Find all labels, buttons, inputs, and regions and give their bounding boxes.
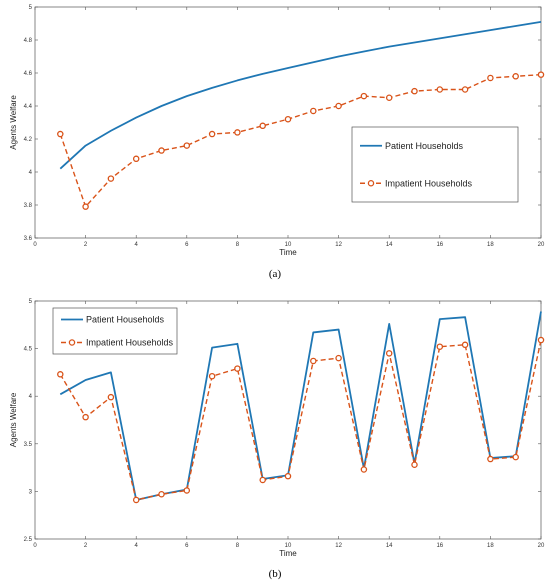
x-tick-label: 2 <box>84 543 88 549</box>
data-point-impatient <box>487 74 494 82</box>
y-axis-label: Agents Welfare <box>9 392 18 447</box>
data-point-impatient <box>537 336 545 344</box>
y-tick-label: 3.5 <box>24 442 33 448</box>
data-point-impatient <box>335 102 342 110</box>
x-tick-label: 6 <box>185 242 189 248</box>
data-point-impatient <box>512 73 519 80</box>
legend-label: Impatient Households <box>385 178 473 188</box>
y-tick-label: 4 <box>29 170 33 176</box>
data-point-impatient <box>411 461 418 468</box>
data-point-impatient <box>385 350 393 357</box>
data-point-impatient <box>284 472 292 480</box>
y-tick-label: 4 <box>29 394 33 400</box>
data-point-impatient <box>132 496 140 504</box>
x-tick-label: 8 <box>236 242 240 248</box>
x-axis-label: Time <box>279 248 297 257</box>
chart-a: 0 2 4 6 8 10 12 14 16 18 20 3.6 3.8 4 4.2 4.4 4.6 4.8 5 Tim… <box>9 5 545 280</box>
data-point-impatient <box>158 147 165 154</box>
x-tick-label: 16 <box>436 543 443 549</box>
data-point-impatient <box>436 343 444 350</box>
data-point-impatient <box>57 130 64 138</box>
legend-label: Patient Households <box>385 141 464 151</box>
data-point-impatient <box>310 357 317 365</box>
plot-area <box>34 6 542 239</box>
data-point-impatient <box>310 107 317 115</box>
series-line-impatient <box>59 73 542 208</box>
x-tick-label: 10 <box>285 543 292 549</box>
series-line-impatient <box>59 339 542 501</box>
x-tick-label: 10 <box>285 242 292 248</box>
y-tick-label: 4.6 <box>24 71 33 77</box>
series-line-patient <box>59 20 542 170</box>
y-tick-label: 5 <box>29 299 33 305</box>
data-point-impatient <box>411 87 418 95</box>
data-point-impatient <box>461 86 469 93</box>
y-tick-label: 3.6 <box>24 236 33 242</box>
y-tick-label: 3.8 <box>24 203 33 209</box>
data-point-impatient <box>208 372 216 380</box>
data-point-impatient <box>183 487 191 494</box>
data-point-impatient <box>132 155 140 163</box>
y-tick-label: 4.8 <box>24 38 33 44</box>
data-point-impatient <box>82 203 89 210</box>
x-tick-label: 4 <box>135 242 139 248</box>
legend-label: Impatient Households <box>86 338 174 348</box>
y-tick-label: 4.5 <box>24 347 33 353</box>
legend-box <box>351 126 519 203</box>
data-point-impatient <box>259 476 266 484</box>
data-point-impatient <box>158 491 165 498</box>
data-point-impatient <box>183 142 191 149</box>
x-tick-label: 14 <box>386 242 393 248</box>
x-axis-label: Time <box>279 549 297 558</box>
data-point-impatient <box>335 354 342 362</box>
data-point-impatient <box>360 92 368 100</box>
legend-marker <box>367 179 375 187</box>
data-point-impatient <box>487 455 494 463</box>
data-point-impatient <box>57 371 64 378</box>
data-point-impatient <box>385 94 393 102</box>
data-point-impatient <box>360 466 368 473</box>
data-point-impatient <box>107 393 115 401</box>
x-tick-label: 6 <box>185 543 189 549</box>
data-point-impatient <box>512 453 519 461</box>
y-tick-label: 3 <box>29 489 33 495</box>
data-point-impatient <box>259 122 266 130</box>
y-tick-label: 2.5 <box>24 537 33 543</box>
x-tick-label: 20 <box>538 242 545 248</box>
y-tick-label: 5 <box>29 5 33 11</box>
legend: Patient Households Impatient Households <box>52 307 178 355</box>
chart-caption: (a) <box>269 268 282 280</box>
x-tick-label: 4 <box>135 543 139 549</box>
data-point-impatient <box>234 129 241 136</box>
x-tick-label: 20 <box>538 543 545 549</box>
y-axis-label: Agents Welfare <box>9 95 18 150</box>
legend-label: Patient Households <box>86 315 165 325</box>
x-tick-label: 18 <box>487 543 494 549</box>
x-tick-label: 0 <box>33 242 37 248</box>
data-point-impatient <box>284 115 292 123</box>
x-tick-label: 8 <box>236 543 240 549</box>
data-point-impatient <box>436 86 444 93</box>
y-tick-label: 4.2 <box>24 137 33 143</box>
y-tick-label: 4.4 <box>24 104 33 110</box>
chart-b: 0 2 4 6 8 10 12 14 16 18 20 2.5 3 3.5 4 4.5 5 Time Agents … <box>9 299 545 580</box>
x-tick-label: 12 <box>335 242 342 248</box>
data-point-impatient <box>461 341 469 349</box>
x-tick-label: 16 <box>436 242 443 248</box>
data-point-impatient <box>234 365 241 372</box>
data-point-impatient <box>82 413 89 421</box>
data-point-impatient <box>537 71 545 78</box>
legend: Patient Households Impatient Households <box>351 126 519 203</box>
data-point-impatient <box>208 130 216 138</box>
x-tick-label: 14 <box>386 543 393 549</box>
legend-marker <box>68 339 76 346</box>
x-tick-label: 0 <box>33 543 37 549</box>
data-point-impatient <box>107 175 115 182</box>
x-tick-label: 12 <box>335 543 342 549</box>
x-tick-label: 2 <box>84 242 88 248</box>
x-tick-label: 18 <box>487 242 494 248</box>
legend-box <box>52 307 178 355</box>
chart-caption: (b) <box>269 568 282 580</box>
